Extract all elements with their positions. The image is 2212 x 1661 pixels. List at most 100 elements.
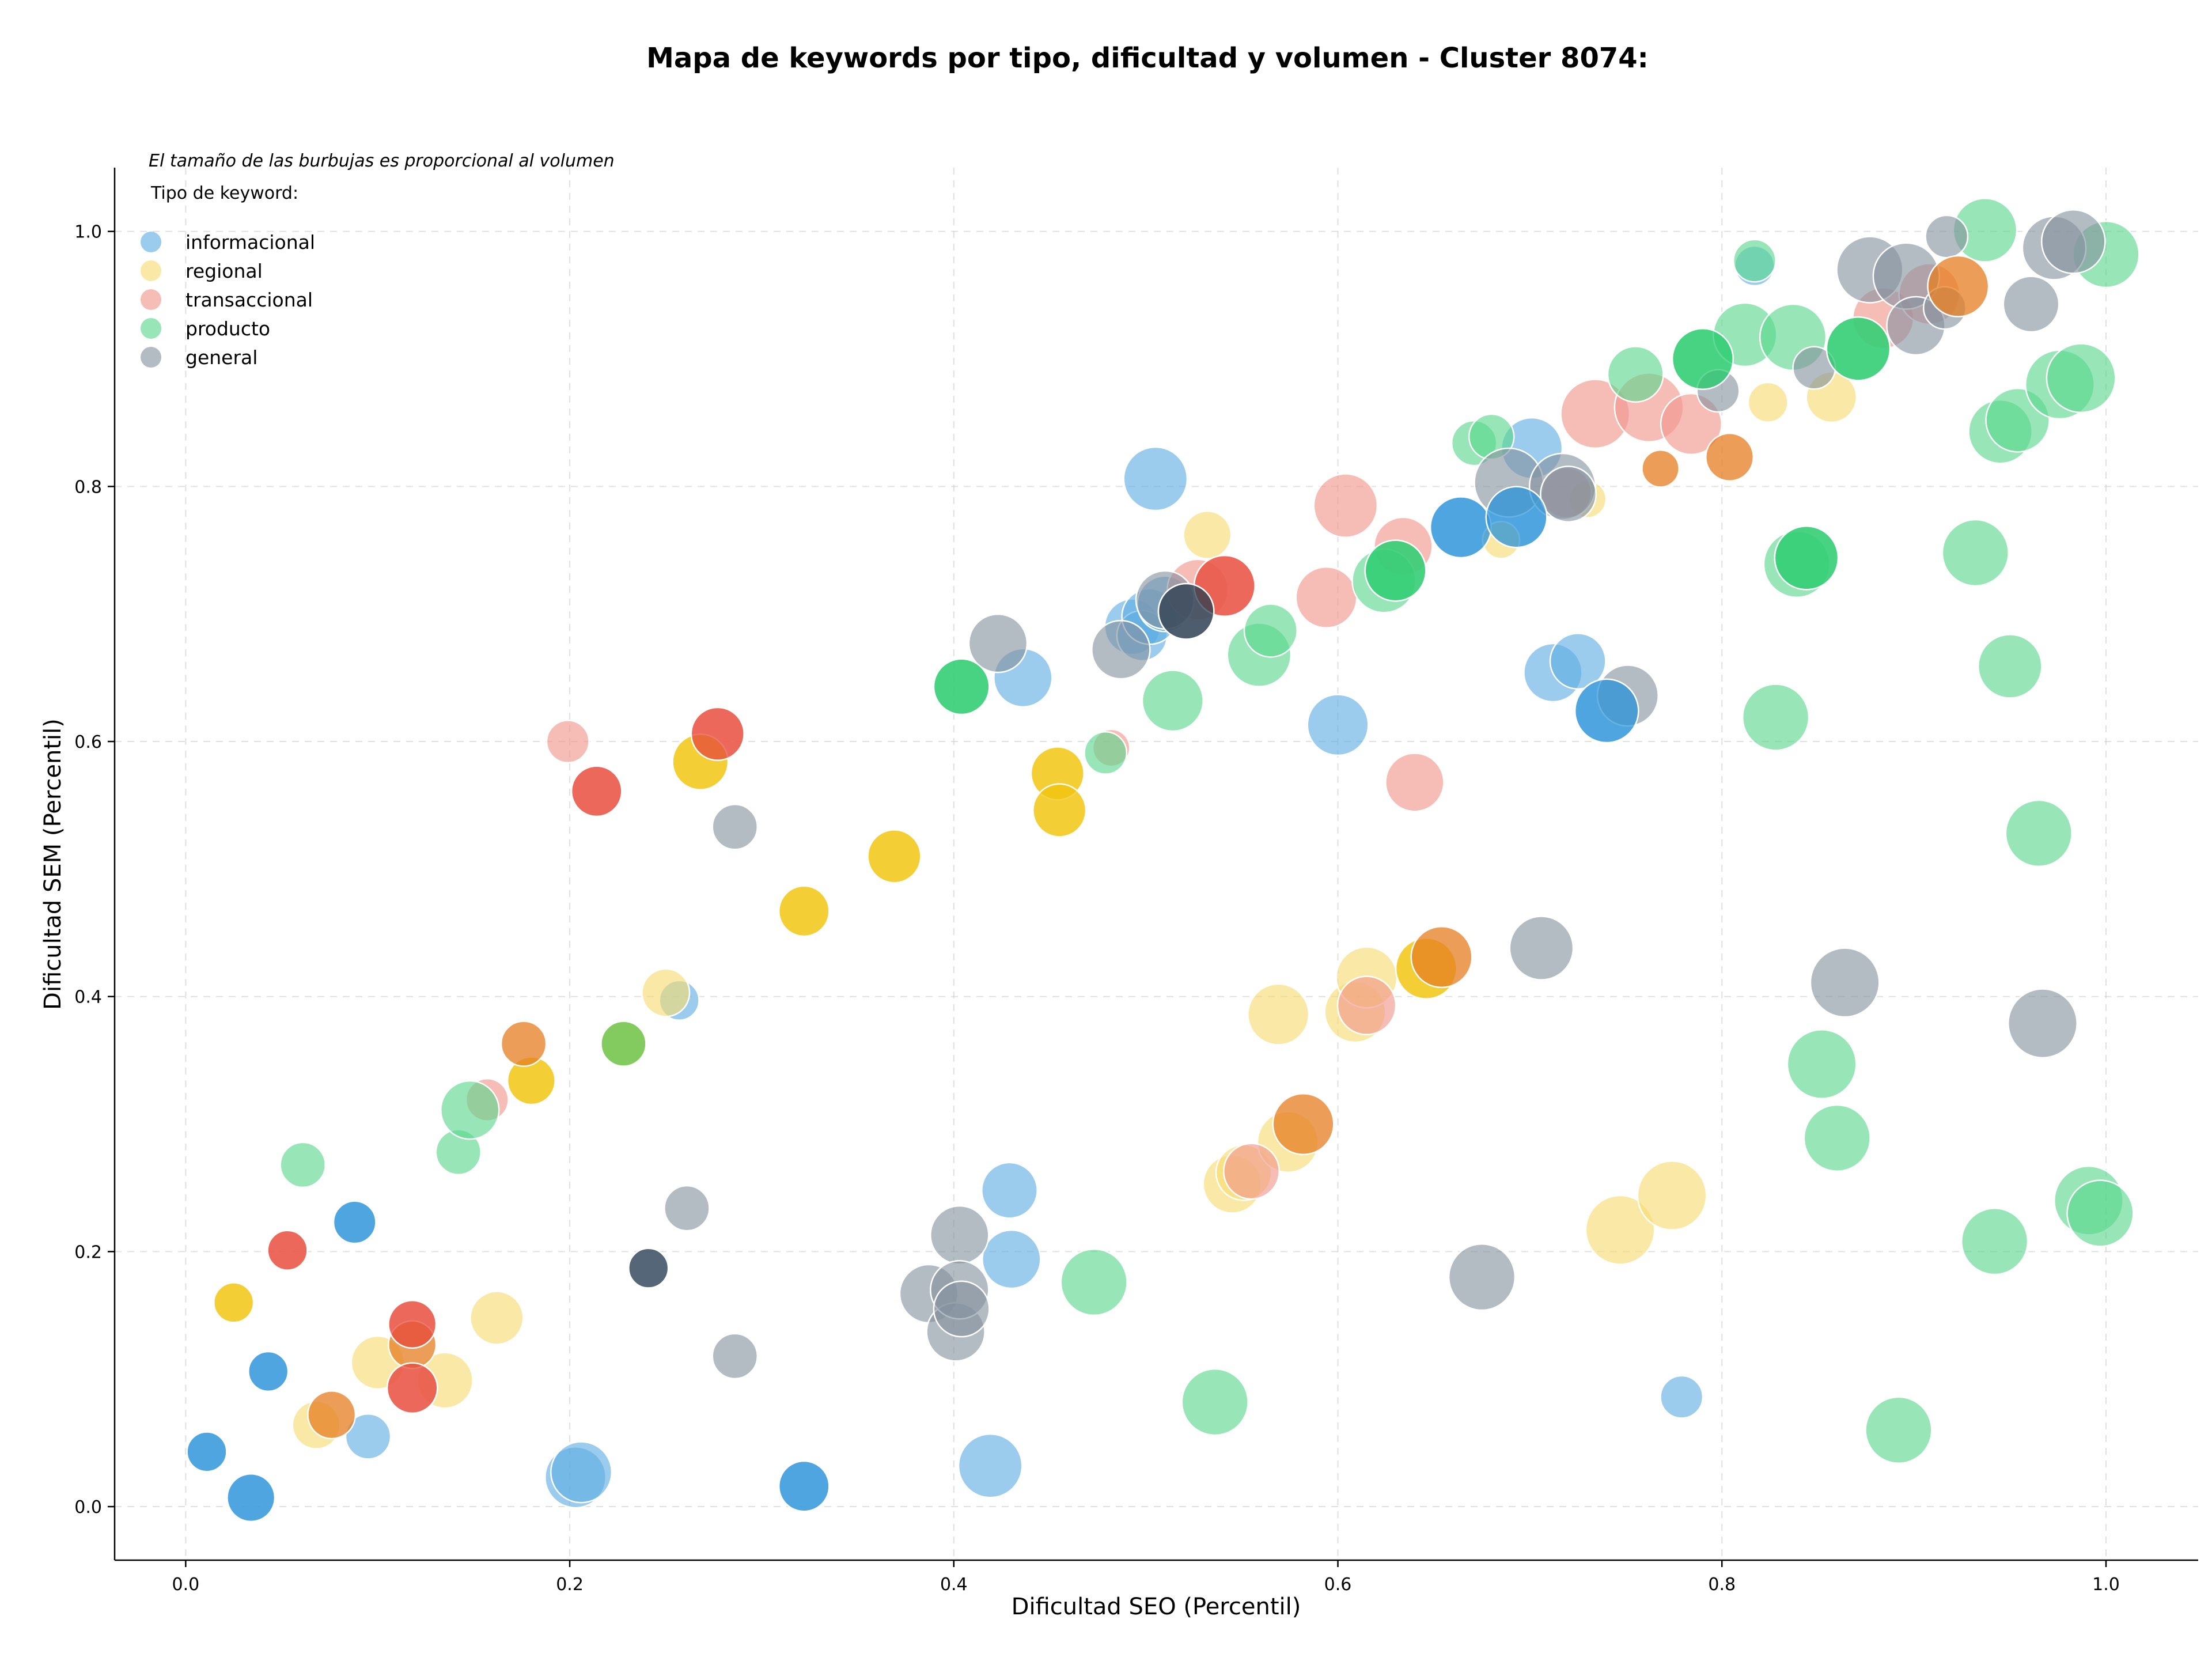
bubble-regional: [1183, 510, 1232, 560]
bubble-producto: [1960, 1208, 2029, 1276]
bubble-informacional: [550, 1441, 613, 1504]
bubble-highlight: [226, 1473, 276, 1523]
legend-label-transaccional: transaccional: [185, 289, 313, 311]
bubble-general: [664, 1185, 710, 1232]
bubble-general: [2008, 988, 2078, 1059]
bubble-highlight: [332, 1200, 377, 1244]
x-tick-label: 0.8: [1708, 1575, 1736, 1595]
bubble-producto: [2005, 799, 2073, 868]
bubble-producto: [2046, 343, 2116, 414]
bubble-informacional: [344, 1413, 392, 1460]
bubble-transaccional: [1385, 752, 1445, 812]
bubble-highlight: [1927, 255, 1990, 317]
legend-label-general: general: [185, 346, 257, 369]
bubble-general: [968, 613, 1028, 674]
bubble-informacional: [1660, 1375, 1704, 1419]
bubble-producto: [1732, 239, 1777, 283]
bubble-producto: [1181, 1368, 1249, 1436]
legend-marker-general: [141, 347, 161, 368]
bubble-highlight: [1774, 525, 1839, 591]
y-tick-label: 1.0: [74, 222, 102, 243]
bubble-informacional: [981, 1161, 1038, 1219]
bubble-highlight: [500, 1020, 547, 1067]
bubble-producto: [1141, 669, 1204, 732]
bubble-highlight: [600, 1020, 647, 1067]
bubble-highlight: [867, 829, 922, 884]
bubble-general: [933, 1280, 990, 1338]
bubble-highlight: [1410, 926, 1473, 989]
bubble-transaccional: [1336, 975, 1397, 1035]
y-tick-label: 0.6: [74, 732, 102, 752]
bubble-highlight: [1157, 582, 1215, 640]
bubble-producto: [1786, 1029, 1857, 1099]
x-tick-label: 0.0: [172, 1575, 199, 1595]
bubble-producto: [1243, 603, 1298, 658]
x-tick-label: 1.0: [2092, 1575, 2120, 1595]
y-tick-label: 0.4: [74, 987, 102, 1008]
y-axis-label: Dificultad SEM (Percentil): [40, 718, 66, 1010]
bubbles: [186, 198, 2140, 1523]
bubble-general: [2040, 209, 2106, 274]
bubble-highlight: [628, 1247, 669, 1289]
legend-marker-transaccional: [141, 289, 161, 310]
bubble-highlight: [388, 1299, 437, 1349]
bubble-general: [1448, 1243, 1516, 1311]
bubble-general: [1925, 214, 1969, 259]
bubble-informacional: [982, 1229, 1041, 1289]
x-axis-label: Dificultad SEO (Percentil): [1012, 1594, 1301, 1620]
bubble-producto: [1803, 1104, 1871, 1172]
bubble-regional: [1585, 1194, 1656, 1265]
legend-label-informacional: informacional: [185, 231, 315, 253]
legend-marker-regional: [141, 260, 161, 281]
bubble-general: [1509, 915, 1574, 981]
legend-label-regional: regional: [185, 260, 263, 282]
y-tick-label: 0.0: [74, 1497, 102, 1518]
legend: informacional regional transaccional produc…: [141, 231, 315, 369]
bubble-highlights: [186, 255, 1990, 1523]
bubble-size-note: El tamaño de las burbujas es proporciona…: [149, 151, 615, 171]
bubble-producto: [279, 1141, 326, 1189]
y-tick-label: 0.8: [74, 477, 102, 497]
series-producto: [279, 198, 2140, 1464]
bubble-highlight: [1272, 1092, 1335, 1156]
bubble-highlight: [267, 1229, 308, 1271]
bubble-highlight: [386, 1362, 438, 1414]
series-regional: [213, 371, 1858, 1450]
bubble-highlight: [1705, 432, 1755, 482]
bubble-highlight: [1032, 783, 1087, 838]
bubble-highlight: [1641, 449, 1680, 488]
bubble-highlight: [570, 765, 623, 818]
bubble-producto: [1084, 731, 1128, 775]
x-tick-label: 0.2: [556, 1575, 584, 1595]
bubble-transaccional: [546, 720, 590, 763]
legend-label-producto: producto: [185, 317, 270, 340]
bubble-general: [1091, 619, 1151, 680]
bubble-general: [1540, 466, 1597, 523]
bubble-highlight: [186, 1431, 228, 1473]
legend-marker-informacional: [141, 232, 161, 252]
bubble-highlight: [778, 885, 830, 937]
bubble-regional: [1247, 983, 1310, 1046]
legend-title: Tipo de keyword:: [150, 183, 298, 203]
bubble-regional: [641, 968, 691, 1017]
bubble-highlight: [1429, 496, 1492, 559]
bubble-highlight: [213, 1282, 255, 1323]
bubble-highlight: [307, 1390, 357, 1440]
bubble-producto: [1607, 346, 1664, 403]
bubble-highlight: [778, 1460, 830, 1512]
bubble-highlight: [1671, 327, 1734, 391]
bubble-regional: [469, 1291, 524, 1345]
bubble-producto: [1977, 634, 2043, 699]
bubble-highlight: [1364, 539, 1427, 602]
bubble-highlight: [1825, 316, 1891, 381]
bubble-informacional: [1549, 633, 1607, 690]
x-tick-label: 0.6: [1324, 1575, 1352, 1595]
bubble-transaccional: [1223, 1142, 1280, 1200]
axis-ticks: 0.0 0.2 0.4 0.6 0.8 1.0 0.0 0.2 0.4 0.6 0.8 1.0: [74, 222, 2120, 1595]
bubble-general: [930, 1205, 990, 1265]
bubble-general: [711, 804, 759, 850]
bubble-general: [1809, 947, 1880, 1018]
bubble-informacional: [1306, 694, 1369, 756]
bubble-highlight: [248, 1350, 289, 1393]
